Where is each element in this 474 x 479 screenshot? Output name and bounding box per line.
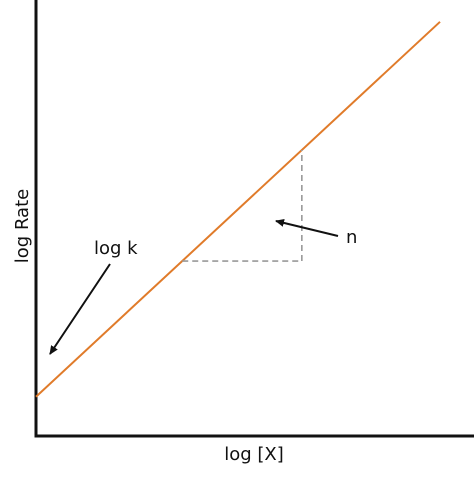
series-line: [35, 21, 441, 398]
y-axis-label: log Rate: [12, 189, 33, 263]
log-k-arrow: [49, 263, 111, 355]
log-k-label: log k: [94, 238, 138, 259]
x-axis-label: log [X]: [224, 444, 284, 465]
n-arrow: [275, 218, 339, 237]
slope-n-label: n: [346, 227, 357, 248]
